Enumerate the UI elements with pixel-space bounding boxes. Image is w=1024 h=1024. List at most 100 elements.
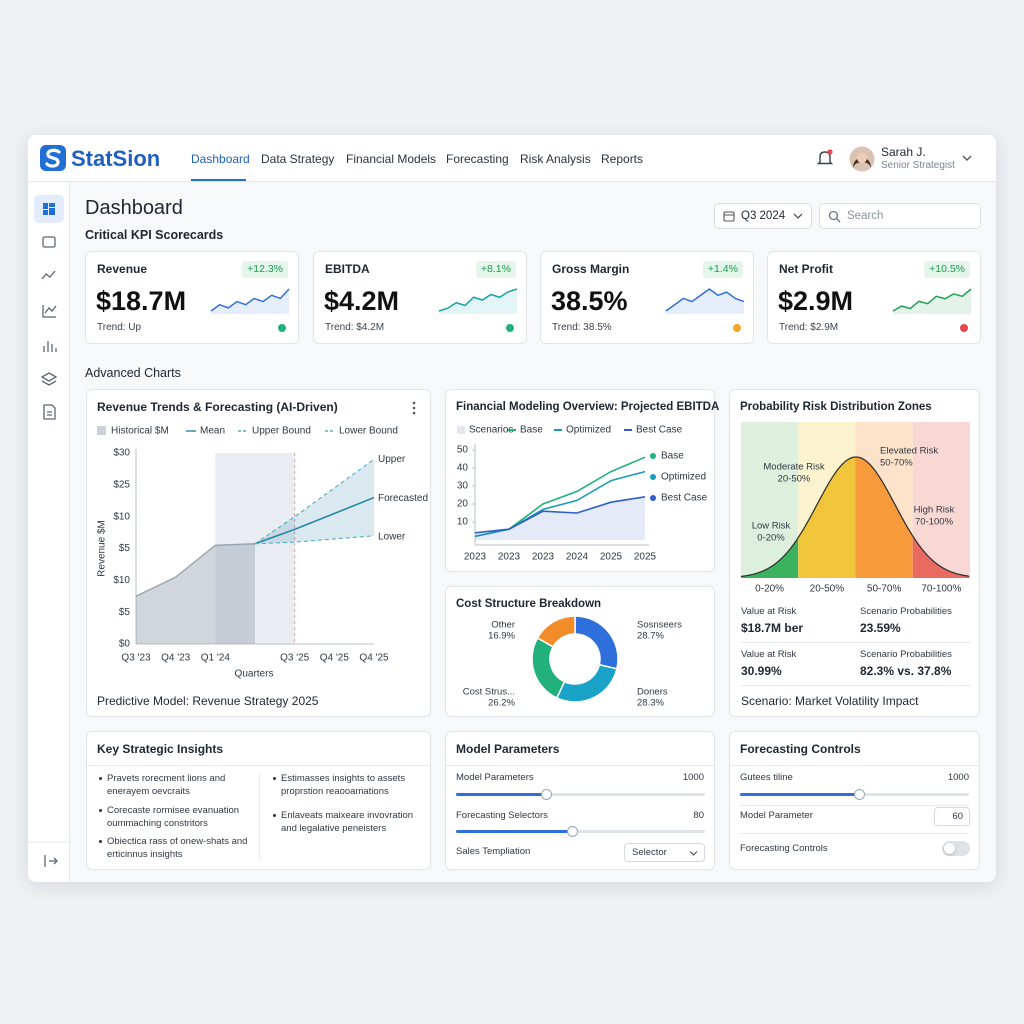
insight-text: Obiectica rass of onew-shats and erticin… [107, 836, 248, 860]
notification-bell[interactable] [815, 148, 835, 168]
kpi-value: $4.2M [324, 286, 400, 316]
nav-item[interactable]: Reports [601, 152, 644, 166]
divider [740, 805, 969, 806]
annotation: Lower [378, 531, 406, 542]
kpi-name: Net Profit [779, 262, 833, 276]
x-tick-label: Q1 '24 [201, 653, 231, 664]
period-text: Q3 2024 [741, 210, 786, 222]
end-label: Optimized [661, 472, 706, 483]
legend-title-swatch [457, 426, 465, 434]
network-icon[interactable] [41, 270, 56, 280]
y-tick-label: 10 [457, 517, 469, 528]
layers-icon[interactable] [40, 372, 58, 386]
x-tick-label: 2023 [464, 552, 487, 563]
slider-thumb[interactable] [541, 789, 552, 800]
column-divider [259, 774, 260, 860]
stat-value: $18.7M ber [741, 621, 804, 635]
number-input[interactable]: 60 [934, 807, 970, 826]
x-tick-label: 2025 [600, 552, 623, 563]
divider [741, 642, 970, 643]
risk-card: Probability Risk Distribution Zones 0-20… [729, 389, 980, 717]
insight-text: Enlaveats maixeare invovration and legal… [281, 810, 414, 834]
nav-item[interactable]: Risk Analysis [520, 152, 591, 166]
slider-track[interactable] [740, 789, 969, 800]
segment-value: 26.2% [488, 698, 515, 709]
zone-range: 0-20% [757, 533, 785, 544]
search-icon [828, 210, 841, 223]
nav-item[interactable]: Forecasting [446, 152, 509, 166]
charts-heading: Advanced Charts [85, 366, 181, 380]
kpi-name: EBITDA [325, 262, 370, 276]
zone-range: 70-100% [915, 517, 954, 528]
divider [740, 833, 969, 834]
user-menu-chevron[interactable] [961, 153, 973, 163]
insight-text: Estimasses insights to assets proprstion… [281, 773, 406, 797]
input-label: Model Parameter [740, 810, 813, 821]
kpi-name: Revenue [97, 262, 148, 276]
nav-item[interactable]: Dashboard [191, 152, 250, 166]
y-tick-label: $10 [113, 511, 130, 522]
bell-curve [740, 456, 970, 578]
line-icon[interactable] [42, 305, 57, 318]
kpi-heading: Critical KPI Scorecards [85, 228, 224, 242]
stat-value: 30.99% [741, 664, 782, 678]
y-tick-label: $0 [119, 639, 131, 650]
select-box[interactable]: Selector [624, 843, 705, 862]
card-title: Forecasting Controls [740, 742, 861, 756]
zone-name: Moderate Risk [763, 462, 824, 473]
period-selector[interactable]: Q3 2024 [714, 203, 812, 229]
calendar-icon [723, 211, 735, 222]
segment-label: Doners [637, 687, 668, 698]
toggle-knob [944, 843, 955, 854]
zone-name: Low Risk [752, 521, 791, 532]
bullet-dot [99, 809, 102, 812]
y-tick-label: 40 [457, 463, 469, 474]
document-icon[interactable] [43, 404, 56, 420]
chart-icon[interactable] [42, 236, 56, 248]
annotation: Forecasted [378, 493, 428, 504]
bullet-dot [273, 814, 276, 817]
legend-label: Optimized [566, 425, 611, 436]
segment-value: 28.7% [637, 631, 664, 642]
nav-item[interactable]: Data Strategy [261, 152, 335, 166]
risk-distribution: 0-20% 20-50% 50-70% 70-100%Low Risk0-20%Mod… [740, 422, 970, 595]
y-tick-label: 30 [457, 481, 469, 492]
y-tick-label: $5 [119, 543, 131, 554]
kpi-status-dot [506, 324, 514, 332]
kpi-card: Revenue +12.3% $18.7M Trend: Up [85, 251, 299, 344]
slider-track[interactable] [456, 789, 705, 800]
chart-footer: Predictive Model: Revenue Strategy 2025 [97, 694, 319, 708]
segment-value: 28.3% [637, 698, 664, 709]
avatar[interactable] [849, 146, 875, 172]
card-menu[interactable] [411, 401, 417, 415]
legend-label: Lower Bound [339, 426, 398, 437]
bars-icon[interactable] [43, 341, 57, 352]
historical-line [135, 542, 256, 597]
slider-track[interactable] [456, 826, 705, 837]
logout-icon[interactable] [44, 855, 58, 867]
kpi-sparkline [438, 288, 518, 314]
insight-text: Pravets rorecment lions and enerayem oev… [107, 773, 226, 797]
bullet-dot [99, 840, 102, 843]
slider-thumb[interactable] [854, 789, 865, 800]
dashboard-icon[interactable] [43, 203, 55, 215]
stat-label: Value at Risk [741, 606, 797, 617]
search-box[interactable]: Search [819, 203, 981, 229]
slider-thumb[interactable] [567, 826, 578, 837]
bullet-dot [99, 777, 102, 780]
slider-fill [740, 793, 859, 796]
kpi-value: $2.9M [778, 286, 854, 316]
kpi-change: +8.1% [475, 261, 516, 278]
insight-text: Corecaste rormisee evanuation oummaching… [107, 805, 240, 829]
insights-card: Key Strategic Insights Pravets rorecment… [86, 731, 431, 870]
stat-value: 82.3% vs. 37.8% [860, 664, 952, 678]
sparkline-area [439, 289, 517, 314]
logo-text: StatSion [71, 146, 161, 171]
toggle[interactable] [942, 841, 970, 856]
nav-item[interactable]: Financial Models [346, 152, 437, 166]
end-label-dot [650, 495, 656, 501]
kpi-trend: Trend: 38.5% [552, 322, 612, 333]
kpi-card: EBITDA +8.1% $4.2M Trend: $4.2M [313, 251, 527, 344]
kpi-sparkline [892, 288, 972, 314]
